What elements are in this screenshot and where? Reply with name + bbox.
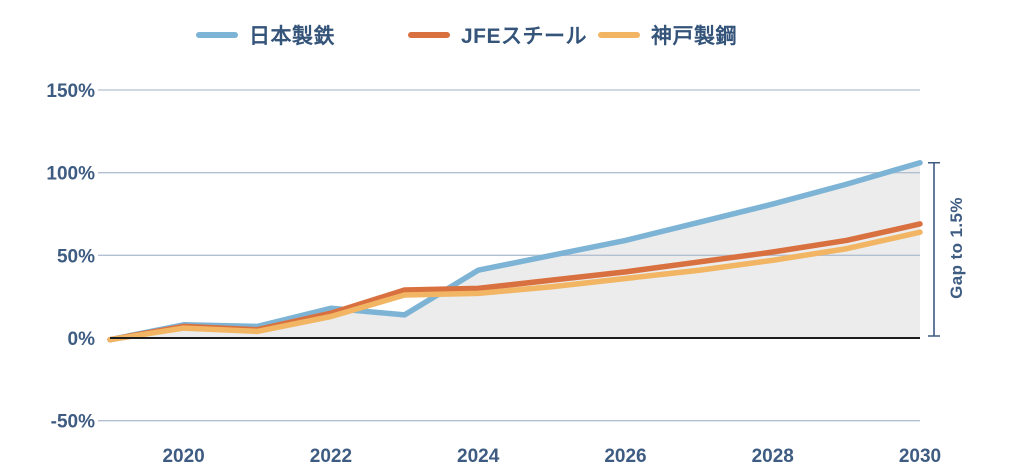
legend-item-jfe-steel: JFEスチール (408, 22, 587, 48)
x-tick-label: 2028 (752, 446, 794, 467)
legend: 日本製鉄 JFEスチール 神戸製鋼 (0, 22, 1024, 48)
legend-label: 日本製鉄 (249, 25, 335, 48)
x-tick-label: 2026 (604, 446, 646, 467)
y-tick-label: 150% (46, 81, 95, 102)
legend-item-nippon-steel: 日本製鉄 (196, 22, 335, 48)
y-tick-label: 0% (68, 329, 96, 350)
gap-annotation-label: Gap to 1.5% (947, 197, 966, 299)
legend-label: 神戸製鋼 (651, 25, 737, 48)
legend-swatch-jfe-steel-icon (408, 32, 450, 38)
series-area-fill (110, 162, 920, 340)
x-tick-label: 2020 (162, 446, 204, 467)
legend-swatch-kobe-steel-icon (598, 32, 640, 38)
legend-label: JFEスチール (461, 25, 588, 48)
legend-item-kobe-steel: 神戸製鋼 (598, 22, 737, 48)
y-tick-label: -50% (51, 412, 95, 433)
y-tick-label: 100% (46, 164, 95, 185)
series-line-神戸製鋼 (107, 229, 923, 343)
x-tick-label: 2024 (457, 446, 500, 467)
gap-bracket (928, 161, 940, 337)
y-tick-label: 50% (57, 246, 95, 267)
x-tick-label: 2022 (310, 446, 352, 467)
series-line-日本製鉄 (107, 160, 923, 343)
legend-swatch-nippon-steel-icon (196, 32, 238, 38)
x-tick-label: 2030 (899, 446, 941, 467)
